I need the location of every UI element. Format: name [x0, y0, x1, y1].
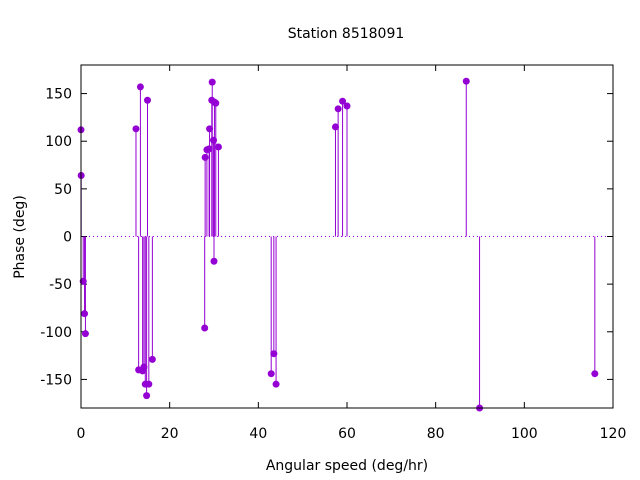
data-point	[272, 380, 280, 388]
data-point	[143, 392, 151, 400]
data-point	[208, 78, 216, 86]
data-point	[140, 363, 148, 371]
axis-ticks: 0 20 40 60 80 100 120 -150 -100 -50 0 50 100 150	[40, 65, 626, 442]
data-point	[81, 330, 89, 338]
data-point	[81, 310, 89, 318]
x-tick-label: 100	[511, 426, 538, 442]
data-point	[210, 257, 218, 265]
data-point	[267, 370, 275, 378]
data-point	[136, 83, 144, 91]
data-point	[206, 125, 214, 133]
data-point	[201, 324, 209, 332]
data-point	[214, 143, 222, 151]
x-tick-label: 0	[77, 426, 86, 442]
y-tick-label: -150	[40, 372, 72, 388]
data-points	[77, 77, 599, 412]
data-point	[343, 102, 351, 110]
x-tick-label: 20	[161, 426, 179, 442]
data-point	[339, 97, 347, 105]
y-tick-label: 50	[54, 182, 72, 198]
data-point	[201, 153, 209, 161]
data-point	[148, 355, 156, 363]
x-tick-label: 40	[249, 426, 267, 442]
data-point	[270, 350, 278, 358]
data-point	[212, 99, 220, 107]
data-point	[132, 125, 140, 133]
x-tick-label: 80	[427, 426, 445, 442]
data-point	[331, 123, 339, 131]
y-tick-label: 100	[45, 134, 72, 150]
y-axis-label: Phase (deg)	[12, 195, 28, 279]
impulse-lines	[80, 81, 596, 408]
y-tick-label: 0	[63, 230, 72, 246]
x-tick-label: 120	[600, 426, 627, 442]
y-tick-label: -100	[40, 325, 72, 341]
plot-frame	[80, 64, 614, 409]
y-tick-label: 150	[45, 87, 72, 103]
data-point	[210, 136, 218, 144]
data-point	[591, 370, 599, 378]
data-point	[205, 145, 213, 153]
x-tick-label: 60	[338, 426, 356, 442]
x-axis-label: Angular speed (deg/hr)	[266, 458, 428, 474]
data-point	[334, 105, 342, 113]
data-point	[145, 380, 153, 388]
y-tick-label: -50	[49, 277, 72, 293]
chart-title: Station 8518091	[288, 26, 405, 42]
data-point	[462, 77, 470, 85]
data-point	[144, 96, 151, 104]
